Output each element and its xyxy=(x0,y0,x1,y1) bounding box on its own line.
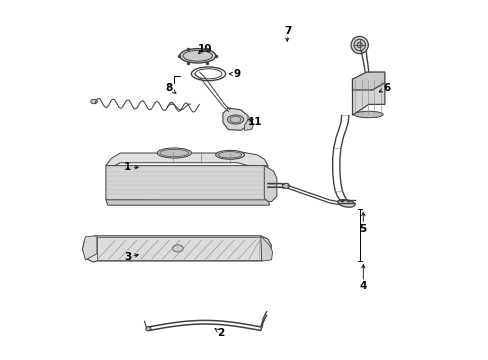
Polygon shape xyxy=(352,72,384,90)
Ellipse shape xyxy=(172,245,183,252)
Ellipse shape xyxy=(157,148,191,158)
Ellipse shape xyxy=(179,49,215,63)
Ellipse shape xyxy=(218,152,241,158)
Polygon shape xyxy=(82,236,97,260)
Ellipse shape xyxy=(145,327,151,331)
Text: 10: 10 xyxy=(197,44,212,54)
Polygon shape xyxy=(106,200,269,205)
Text: 3: 3 xyxy=(123,252,131,262)
Ellipse shape xyxy=(183,50,212,61)
Polygon shape xyxy=(97,237,260,260)
Text: 2: 2 xyxy=(217,328,224,338)
Text: 8: 8 xyxy=(165,83,172,93)
Polygon shape xyxy=(223,108,247,130)
Ellipse shape xyxy=(337,199,354,207)
Text: 11: 11 xyxy=(247,117,262,127)
Ellipse shape xyxy=(91,99,97,104)
Polygon shape xyxy=(264,166,276,202)
Text: 1: 1 xyxy=(123,162,131,172)
Polygon shape xyxy=(106,152,267,171)
Text: 7: 7 xyxy=(284,26,291,36)
Ellipse shape xyxy=(227,115,243,124)
Text: 4: 4 xyxy=(359,281,366,291)
Ellipse shape xyxy=(353,39,365,51)
Ellipse shape xyxy=(215,150,244,159)
Polygon shape xyxy=(260,236,272,261)
Text: 9: 9 xyxy=(233,69,241,79)
Ellipse shape xyxy=(230,116,241,123)
Text: 5: 5 xyxy=(359,224,366,234)
Text: 6: 6 xyxy=(382,83,389,93)
Polygon shape xyxy=(106,166,267,202)
Ellipse shape xyxy=(356,42,362,48)
Polygon shape xyxy=(244,120,253,130)
Polygon shape xyxy=(82,236,271,262)
Ellipse shape xyxy=(160,149,188,157)
Polygon shape xyxy=(352,79,384,115)
Ellipse shape xyxy=(350,36,367,54)
Ellipse shape xyxy=(354,111,382,118)
Ellipse shape xyxy=(282,183,289,188)
